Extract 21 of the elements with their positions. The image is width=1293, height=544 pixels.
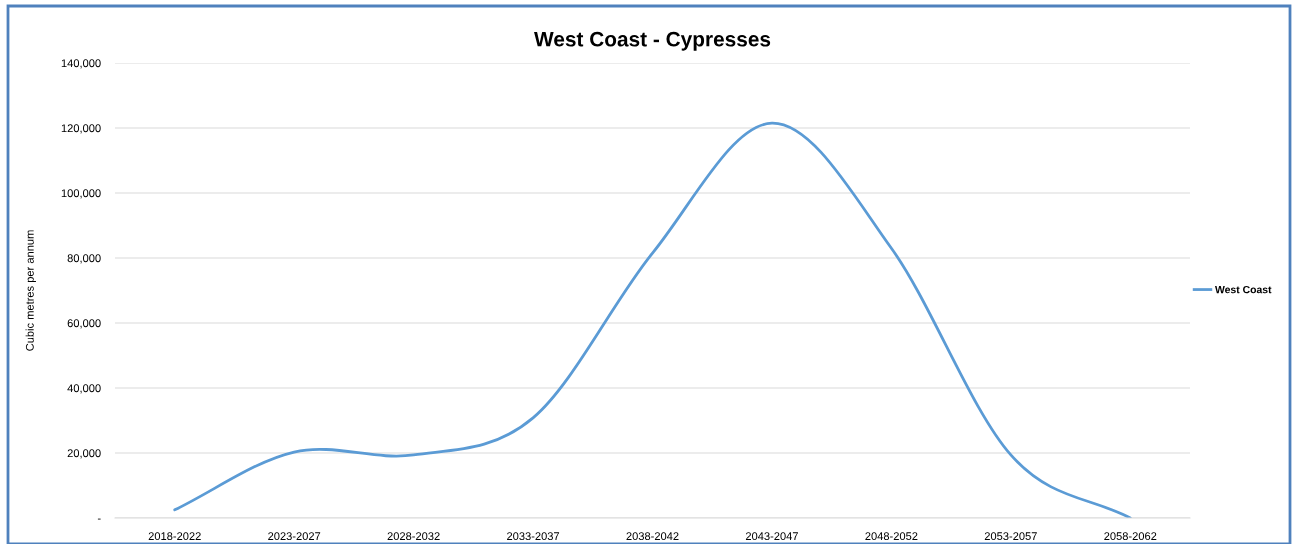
y-tick-label: 140,000 — [61, 59, 101, 69]
x-tick-label: 2058-2062 — [1104, 532, 1157, 541]
x-tick-label: 2028-2032 — [387, 532, 440, 541]
y-tick-label: 40,000 — [67, 384, 101, 394]
x-tick-label: 2018-2022 — [148, 532, 201, 541]
x-tick-label: 2043-2047 — [745, 532, 798, 541]
line-series — [173, 121, 1132, 518]
y-tick-label: 60,000 — [67, 319, 101, 329]
y-tick-label: 80,000 — [67, 254, 101, 264]
y-tick-label: - — [97, 518, 101, 520]
y-tick-label: 120,000 — [61, 124, 101, 134]
legend-label: West Coast — [1215, 285, 1272, 294]
x-tick-label: 2033-2037 — [507, 532, 560, 541]
x-tick-label: 2053-2057 — [984, 532, 1037, 541]
x-tick-label: 2023-2027 — [268, 532, 321, 541]
x-tick-label: 2038-2042 — [626, 532, 679, 541]
chart-title: West Coast - Cypresses — [534, 31, 771, 51]
y-tick-label: 100,000 — [61, 189, 101, 199]
y-tick-label: 20,000 — [67, 449, 101, 459]
y-axis-title: Cubic metres per annum — [25, 230, 36, 351]
x-tick-label: 2048-2052 — [865, 532, 918, 541]
